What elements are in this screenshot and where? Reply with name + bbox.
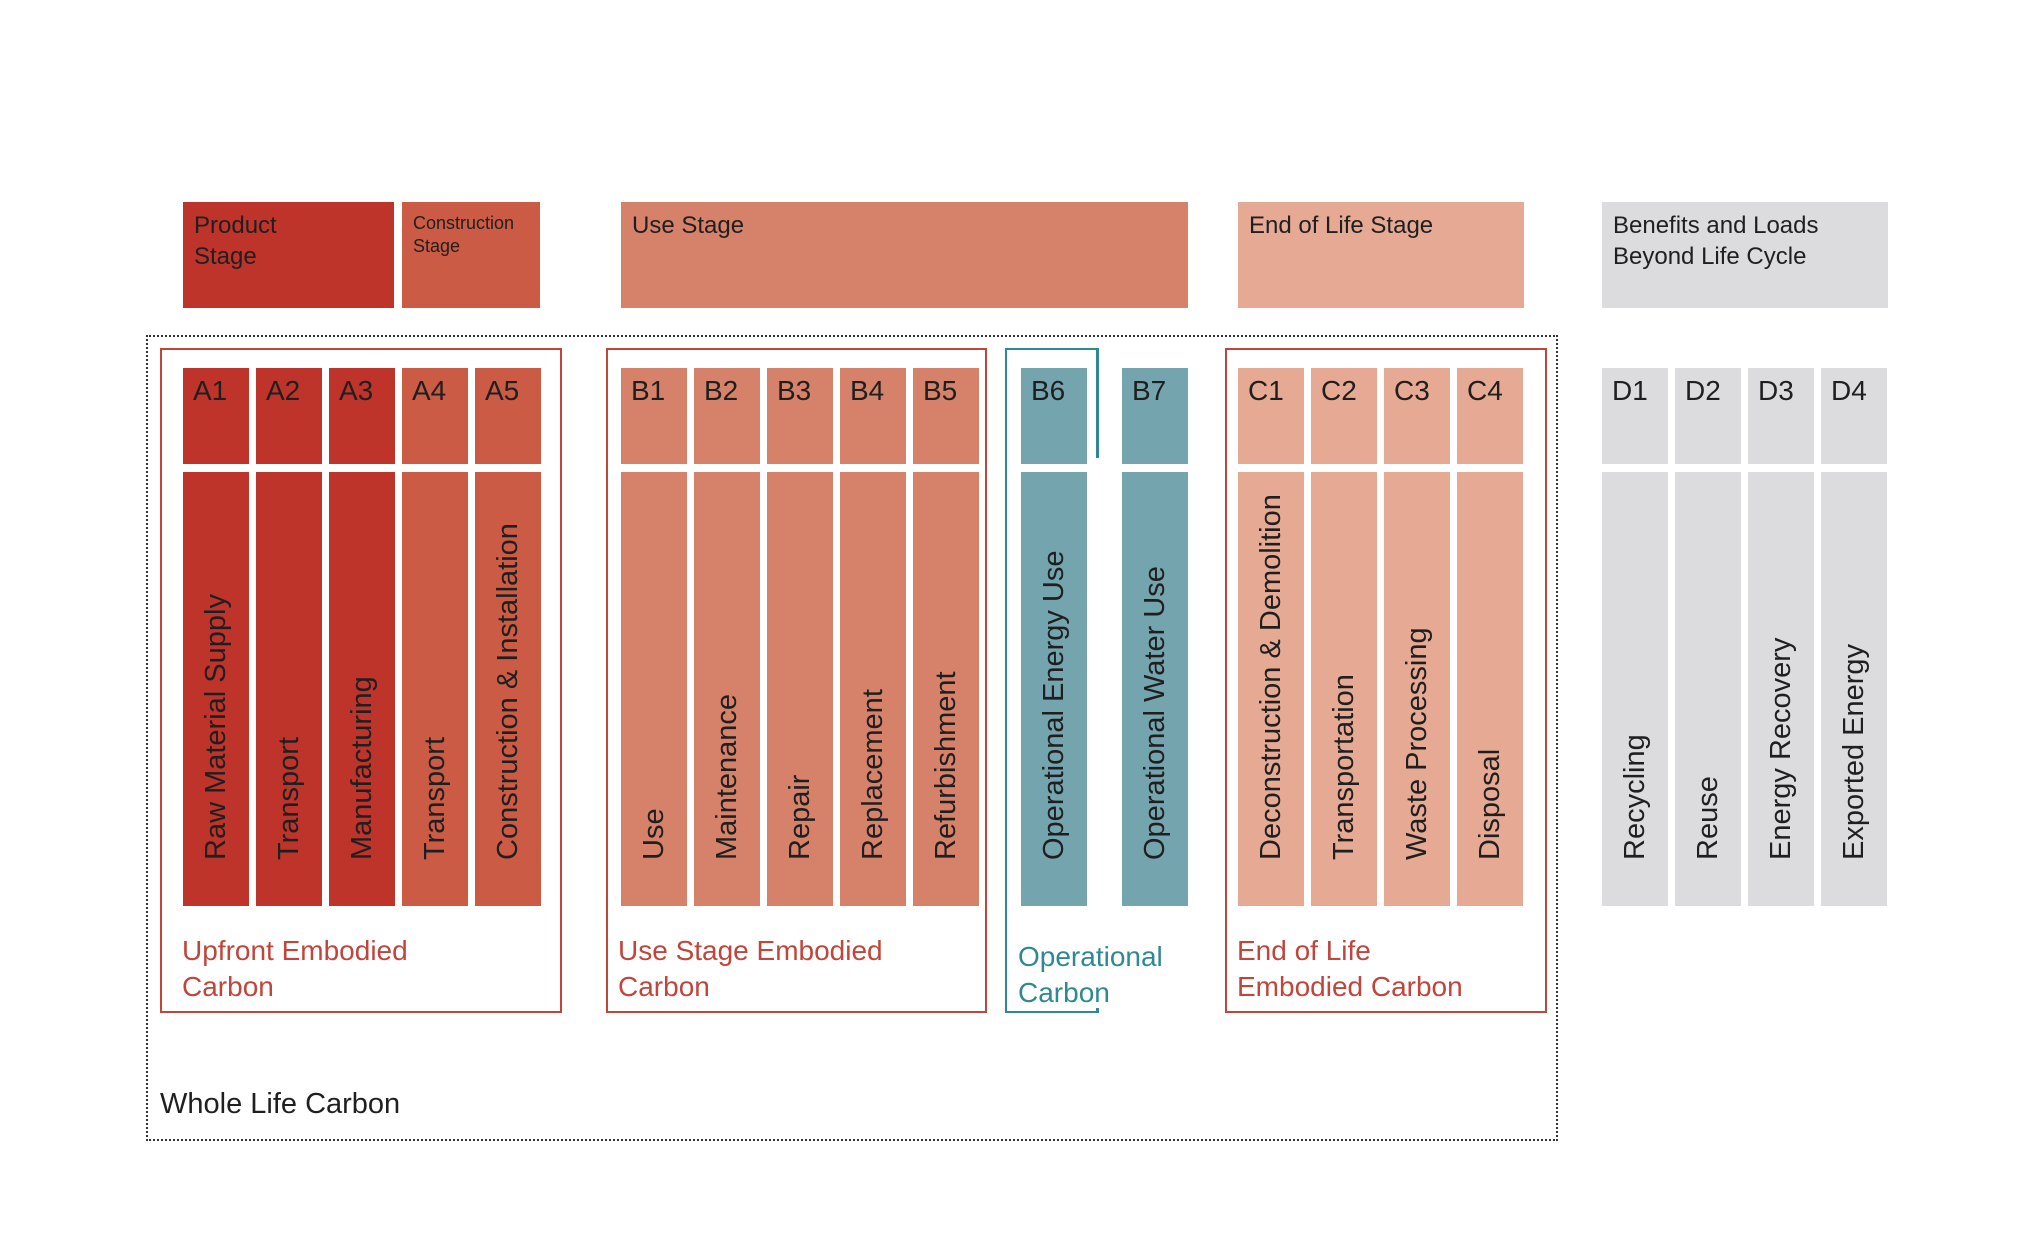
module-label-b4: Replacement <box>857 689 889 860</box>
module-column-d4: Exported Energy <box>1821 472 1887 906</box>
module-label-a4: Transport <box>419 736 451 860</box>
end-of-life-embodied-carbon-frame <box>1225 348 1547 1013</box>
module-code-d2: D2 <box>1675 368 1741 464</box>
module-label-b3: Repair <box>784 774 816 860</box>
module-column-b6: Operational Energy Use <box>1021 472 1087 906</box>
module-column-b3: Repair <box>767 472 833 906</box>
module-column-a5: Construction & Installation <box>475 472 541 906</box>
module-label-b6: Operational Energy Use <box>1038 550 1070 861</box>
module-code-b4: B4 <box>840 368 906 464</box>
module-column-a4: Transport <box>402 472 468 906</box>
module-code-d1: D1 <box>1602 368 1668 464</box>
module-code-a2: A2 <box>256 368 322 464</box>
module-label-b2: Maintenance <box>711 693 743 860</box>
module-label-d4: Exported Energy <box>1838 643 1870 860</box>
module-label-a5: Construction & Installation <box>492 523 524 860</box>
module-column-a3: Manufacturing <box>329 472 395 906</box>
module-label-c4: Disposal <box>1474 748 1506 860</box>
module-column-b2: Maintenance <box>694 472 760 906</box>
module-code-d3: D3 <box>1748 368 1814 464</box>
module-column-b4: Replacement <box>840 472 906 906</box>
module-column-b1: Use <box>621 472 687 906</box>
module-label-a2: Transport <box>273 736 305 860</box>
module-code-b7: B7 <box>1122 368 1188 464</box>
module-column-d1: Recycling <box>1602 472 1668 906</box>
module-column-c2: Transportation <box>1311 472 1377 906</box>
module-code-c1: C1 <box>1238 368 1304 464</box>
module-code-d4: D4 <box>1821 368 1887 464</box>
whole-life-carbon-boundary <box>146 335 1558 1141</box>
upfront-embodied-carbon-frame <box>160 348 562 1013</box>
module-code-b1: B1 <box>621 368 687 464</box>
stage-header-construction: Construction Stage <box>402 202 540 308</box>
module-column-b7: Operational Water Use <box>1122 472 1188 906</box>
operational-carbon-label: Operational Carbon <box>1018 941 1163 1008</box>
module-code-c4: C4 <box>1457 368 1523 464</box>
module-column-d2: Reuse <box>1675 472 1741 906</box>
module-label-b5: Refurbishment <box>930 671 962 860</box>
module-column-a1: Raw Material Supply <box>183 472 249 906</box>
stage-header-end-of-life: End of Life Stage <box>1238 202 1524 308</box>
module-column-d3: Energy Recovery <box>1748 472 1814 906</box>
operational-carbon-frame-tick <box>1096 1008 1099 1013</box>
upfront-embodied-carbon-label: Upfront Embodied Carbon <box>182 935 408 1002</box>
module-code-b6: B6 <box>1021 368 1087 464</box>
module-code-a4: A4 <box>402 368 468 464</box>
module-label-d1: Recycling <box>1619 734 1651 860</box>
module-code-a1: A1 <box>183 368 249 464</box>
use-stage-embodied-carbon-label: Use Stage Embodied Carbon <box>618 935 883 1002</box>
module-label-c2: Transportation <box>1328 674 1360 860</box>
module-column-c1: Deconstruction & Demolition <box>1238 472 1304 906</box>
module-column-b5: Refurbishment <box>913 472 979 906</box>
module-label-c1: Deconstruction & Demolition <box>1255 494 1287 860</box>
operational-carbon-frame <box>1005 348 1099 1013</box>
module-column-c3: Waste Processing <box>1384 472 1450 906</box>
module-label-b1: Use <box>638 808 670 860</box>
module-code-a5: A5 <box>475 368 541 464</box>
whole-life-carbon-label: Whole Life Carbon <box>160 1088 401 1120</box>
module-label-a1: Raw Material Supply <box>200 594 232 860</box>
module-label-d2: Reuse <box>1692 776 1724 860</box>
operational-carbon-frame-tick <box>1096 348 1099 458</box>
module-column-c4: Disposal <box>1457 472 1523 906</box>
use-stage-embodied-carbon-frame <box>606 348 987 1013</box>
module-label-c3: Waste Processing <box>1401 627 1433 860</box>
stage-header-product: Product Stage <box>183 202 394 308</box>
end-of-life-embodied-carbon-label: End of Life Embodied Carbon <box>1237 935 1463 1002</box>
module-label-b7: Operational Water Use <box>1139 566 1171 860</box>
module-code-c3: C3 <box>1384 368 1450 464</box>
module-code-b3: B3 <box>767 368 833 464</box>
module-column-a2: Transport <box>256 472 322 906</box>
module-code-c2: C2 <box>1311 368 1377 464</box>
module-code-a3: A3 <box>329 368 395 464</box>
module-code-b5: B5 <box>913 368 979 464</box>
module-code-b2: B2 <box>694 368 760 464</box>
stage-header-use: Use Stage <box>621 202 1188 308</box>
module-label-d3: Energy Recovery <box>1765 637 1797 860</box>
stage-header-beyond-life-cycle: Benefits and Loads Beyond Life Cycle <box>1602 202 1888 308</box>
module-label-a3: Manufacturing <box>346 676 378 860</box>
